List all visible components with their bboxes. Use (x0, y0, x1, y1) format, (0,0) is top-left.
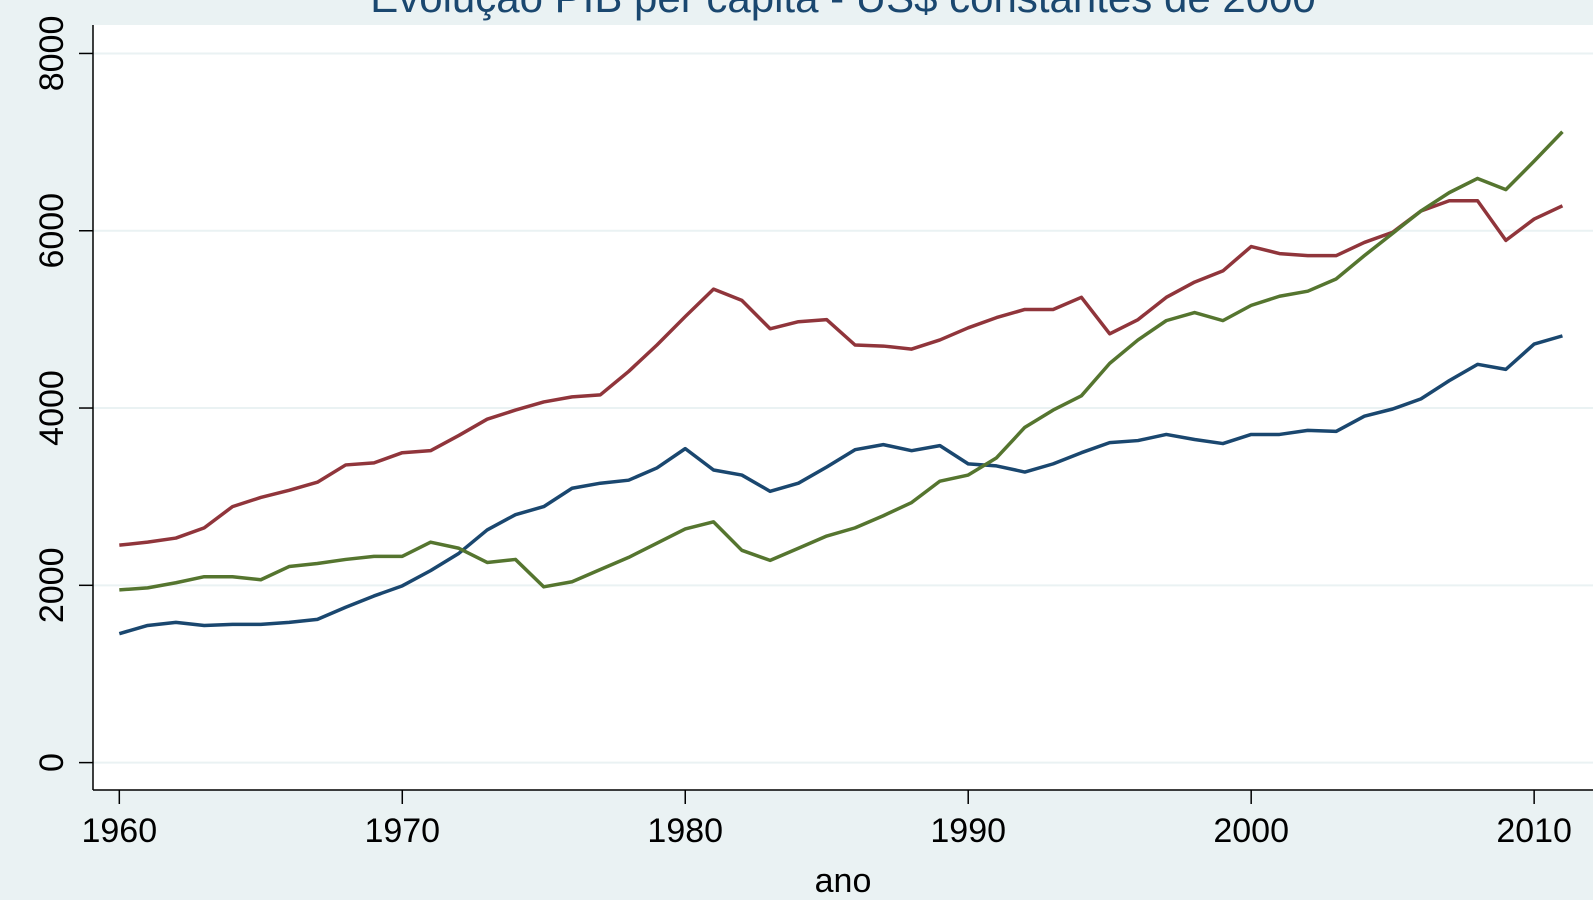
line-series (119, 199, 1564, 547)
chart-title: Evolução PIB per capita - US$ constantes… (370, 0, 1316, 21)
x-tick-label: 1990 (930, 812, 1006, 850)
x-tick-label: 2000 (1213, 812, 1289, 850)
y-tick-label: 8000 (33, 16, 71, 92)
line-series (119, 130, 1564, 592)
y-tick-label: 6000 (33, 193, 71, 269)
y-tick-label: 4000 (33, 370, 71, 446)
x-axis-label: ano (815, 862, 872, 900)
x-tick-label: 1980 (647, 812, 723, 850)
y-tick-label: 2000 (33, 548, 71, 624)
y-tick-label: 0 (33, 753, 71, 772)
x-tick-label: 1960 (81, 812, 157, 850)
x-tick-label: 1970 (364, 812, 440, 850)
x-tick-label: 2010 (1496, 812, 1572, 850)
line-series (118, 334, 1563, 636)
